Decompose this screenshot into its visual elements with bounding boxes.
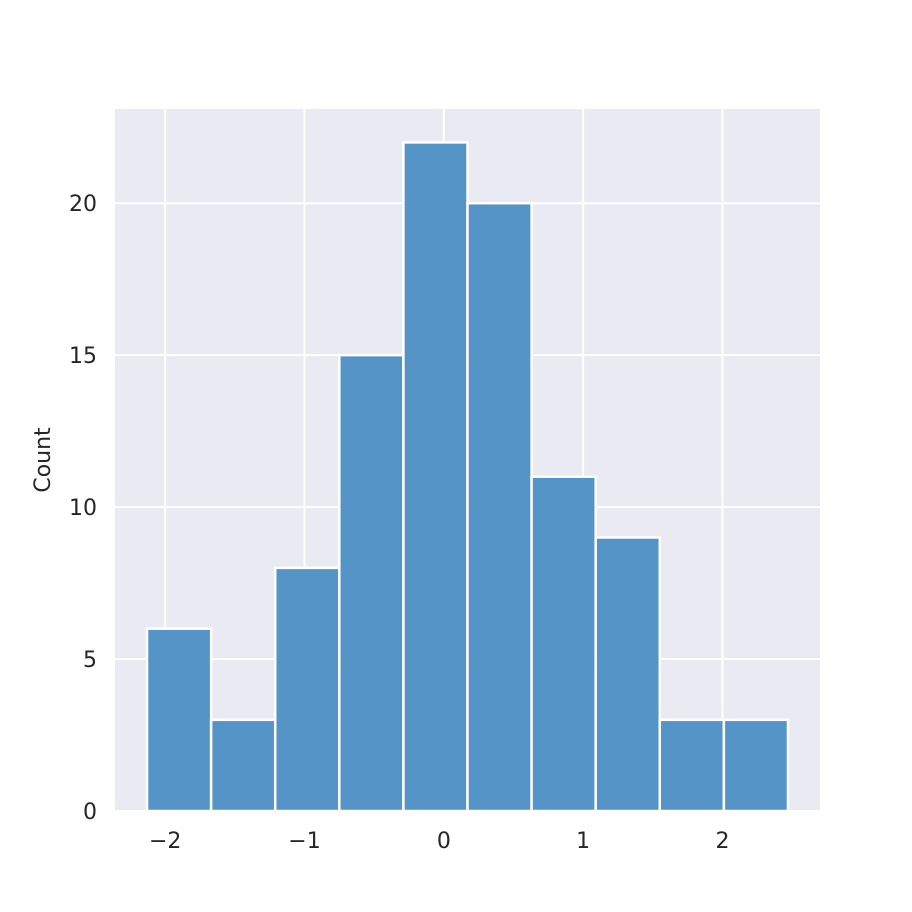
y-tick-label: 0 — [83, 800, 97, 825]
y-axis-label: Count — [31, 427, 56, 493]
histogram-bar — [722, 718, 790, 813]
y-tick-label: 15 — [69, 344, 97, 369]
histogram-bar — [594, 536, 662, 813]
histogram-bar — [145, 627, 213, 813]
bars — [145, 141, 790, 813]
y-tick-labels: 0 5 10 15 20 — [69, 192, 97, 825]
histogram-bar — [530, 475, 597, 813]
y-tick-label: 5 — [83, 648, 97, 673]
x-tick-label: −2 — [149, 829, 181, 854]
histogram-bar — [658, 718, 726, 813]
x-tick-labels: −2 −1 0 1 2 — [149, 829, 730, 854]
y-tick-label: 20 — [69, 192, 97, 217]
x-tick-label: −1 — [288, 829, 320, 854]
x-tick-label: 1 — [576, 829, 590, 854]
histogram-bar — [273, 566, 341, 813]
histogram-bar — [338, 353, 405, 813]
histogram-bar — [466, 201, 533, 813]
histogram-bar — [209, 718, 277, 813]
x-tick-label: 0 — [437, 829, 451, 854]
x-tick-label: 2 — [715, 829, 729, 854]
histogram-bar — [402, 141, 469, 813]
y-tick-label: 10 — [69, 496, 97, 521]
